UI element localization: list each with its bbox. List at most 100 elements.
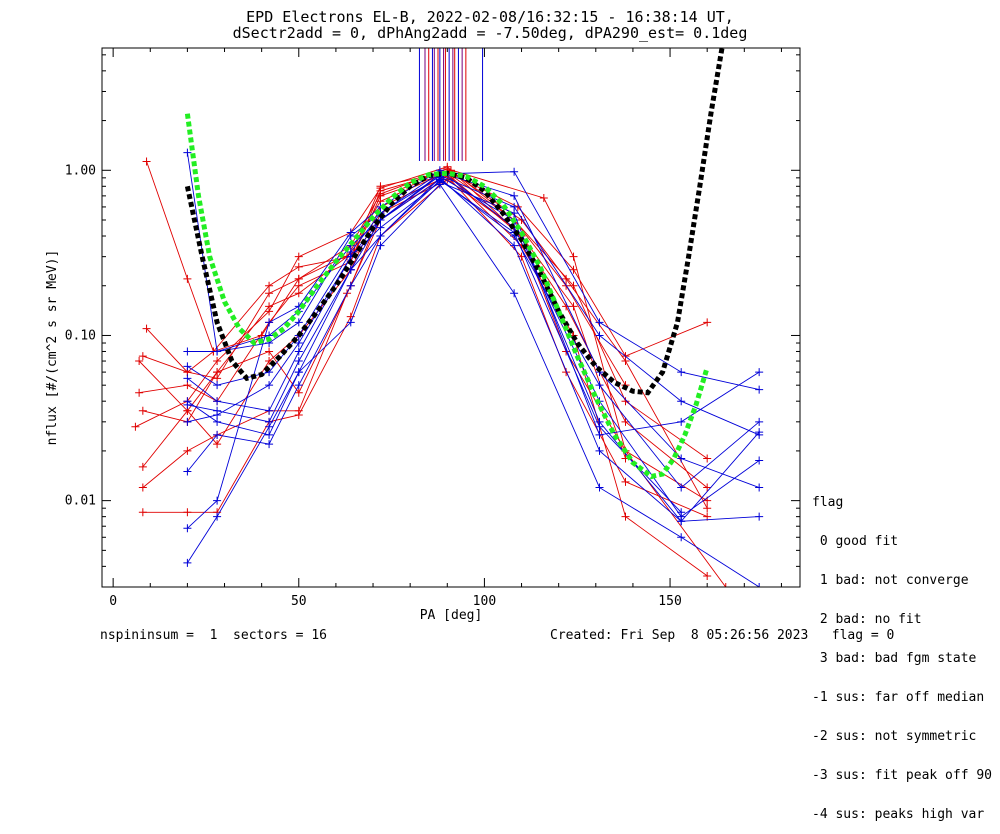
data-point-red-8-6 <box>376 184 385 193</box>
data-point-red-7-3 <box>265 289 274 298</box>
footer-created: Created: Fri Sep 8 05:26:56 2023 flag = … <box>550 628 895 643</box>
data-point-red-8-2 <box>213 357 222 366</box>
chart-title-line-1: EPD Electrons EL-B, 2022-02-08/16:32:15 … <box>246 8 734 26</box>
series-line-blue-16 <box>187 183 760 587</box>
data-point-red-6-0 <box>138 406 147 415</box>
data-point-blue-10-0 <box>183 148 192 157</box>
data-point-red-3-11 <box>703 483 712 492</box>
data-point-red-8-7 <box>443 162 452 171</box>
data-point-blue-17-1 <box>213 410 222 419</box>
data-point-red-7-9 <box>569 252 578 261</box>
legend-item-good-fit: 0 good fit <box>812 534 899 549</box>
data-point-blue-18-7 <box>510 191 519 200</box>
data-point-red-8-4 <box>294 252 303 261</box>
y-tick-label-1: 0.10 <box>65 328 96 343</box>
data-point-blue-13-10 <box>755 417 764 426</box>
data-point-red-9-3 <box>265 347 274 356</box>
y-tick-label-2: 1.00 <box>65 163 96 178</box>
data-point-blue-15-0 <box>183 524 192 533</box>
data-point-blue-11-7 <box>510 167 519 176</box>
axes-layer: 0 50 100 150 0.01 0.10 1.00 PA [deg] nflux [#/(c… <box>45 47 801 623</box>
series-line-red-2 <box>142 173 708 501</box>
data-point-blue-14-8 <box>595 446 604 455</box>
data-point-blue-19-6 <box>435 176 444 185</box>
data-series-layer <box>131 148 764 587</box>
data-point-blue-15-2 <box>265 318 274 327</box>
data-point-red-3-1 <box>183 508 192 517</box>
data-point-red-6-4 <box>294 289 303 298</box>
series-line-red-4 <box>146 161 708 357</box>
data-point-blue-14-1 <box>213 430 222 439</box>
series-line-red-1 <box>146 169 708 459</box>
legend-item-fit-peak-off: -3 sus: fit peak off 90 <box>812 768 993 783</box>
data-point-blue-14-0 <box>183 467 192 476</box>
data-point-red-5-4 <box>294 281 303 290</box>
data-point-blue-11-9 <box>677 368 686 377</box>
data-point-red-9-10 <box>621 512 630 521</box>
data-point-blue-19-2 <box>265 430 274 439</box>
data-point-blue-16-4 <box>346 318 355 327</box>
data-point-red-4-1 <box>183 274 192 283</box>
legend-item-not-symmetric: -2 sus: not symmetric <box>812 729 977 744</box>
data-point-blue-18-9 <box>677 454 686 463</box>
peak-markers-layer <box>418 48 484 161</box>
data-point-blue-16-8 <box>595 483 604 492</box>
data-point-blue-15-1 <box>213 496 222 505</box>
data-point-blue-12-1 <box>213 397 222 406</box>
series-line-blue-12 <box>187 181 760 436</box>
data-point-blue-19-1 <box>213 417 222 426</box>
data-point-blue-19-3 <box>294 368 303 377</box>
data-point-red-7-0 <box>138 352 147 361</box>
data-point-blue-17-10 <box>755 430 764 439</box>
data-point-red-4-11 <box>703 318 712 327</box>
plot-frame <box>101 47 801 588</box>
series-line-blue-18 <box>187 172 760 489</box>
data-point-blue-16-7 <box>510 289 519 298</box>
x-tick-label-0: 0 <box>109 594 117 609</box>
data-point-blue-11-1 <box>213 347 222 356</box>
data-point-blue-18-4 <box>346 248 355 257</box>
legend-item-far-off-median: -1 sus: far off median <box>812 690 985 705</box>
series-line-red-7 <box>142 168 727 587</box>
data-point-blue-15-10 <box>755 456 764 465</box>
data-point-blue-10-3 <box>294 318 303 327</box>
fit-curve-black <box>184 48 725 396</box>
data-point-blue-14-7 <box>510 241 519 250</box>
data-point-blue-16-2 <box>265 422 274 431</box>
data-point-blue-14-2 <box>265 440 274 449</box>
x-tick-label-100: 100 <box>473 594 496 609</box>
data-point-blue-17-7 <box>510 202 519 211</box>
data-point-blue-11-0 <box>183 347 192 356</box>
data-point-red-1-0 <box>142 324 151 333</box>
data-point-red-5-1 <box>183 381 192 390</box>
data-point-blue-11-8 <box>595 318 604 327</box>
data-point-blue-18-1 <box>213 381 222 390</box>
data-point-blue-14-4 <box>346 281 355 290</box>
data-point-red-0-2 <box>213 440 222 449</box>
legend-title: flag <box>812 495 844 510</box>
legend-item-no-fit: 2 bad: no fit <box>812 612 922 627</box>
data-point-blue-14-3 <box>294 381 303 390</box>
data-point-red-8-9 <box>569 302 578 311</box>
legend-item-not-converge: 1 bad: not converge <box>812 573 969 588</box>
data-point-blue-10-10 <box>755 512 764 521</box>
data-point-blue-17-2 <box>265 381 274 390</box>
data-point-red-7-8 <box>539 193 548 202</box>
data-point-red-7-4 <box>294 274 303 283</box>
legend-item-bad-fgm: 3 bad: bad fgm state <box>812 651 977 666</box>
data-point-red-2-1 <box>183 446 192 455</box>
x-tick-label-50: 50 <box>291 594 307 609</box>
data-point-red-5-0 <box>135 388 144 397</box>
data-point-red-3-4 <box>294 410 303 419</box>
data-point-blue-12-5 <box>376 223 385 232</box>
fit-curves-layer <box>184 48 725 480</box>
data-point-blue-18-0 <box>183 362 192 371</box>
data-point-blue-19-9 <box>677 508 686 517</box>
series-line-blue-14 <box>187 177 760 522</box>
data-point-red-3-0 <box>138 508 147 517</box>
data-point-red-8-0 <box>131 422 140 431</box>
data-point-red-9-2 <box>213 368 222 377</box>
footer-nspininsum: nspininsum = 1 sectors = 16 <box>100 628 327 643</box>
data-point-red-9-4 <box>294 388 303 397</box>
data-point-blue-13-8 <box>595 381 604 390</box>
